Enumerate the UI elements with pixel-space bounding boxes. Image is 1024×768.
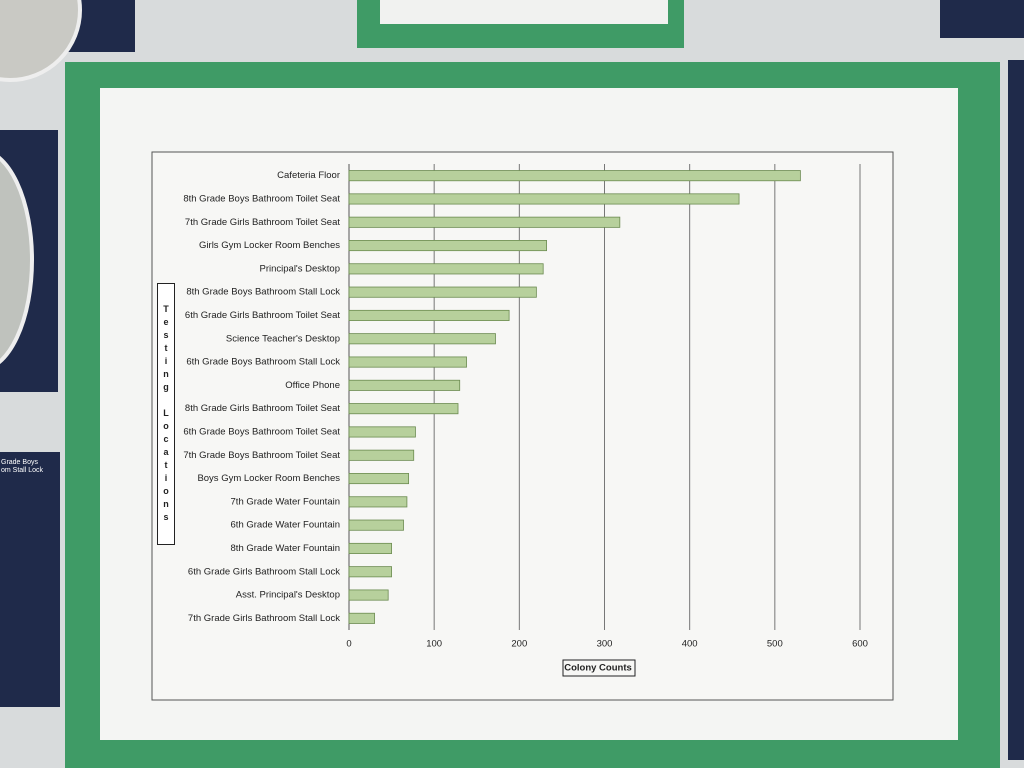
- y-tick-label: 7th Grade Boys Bathroom Toilet Seat: [183, 450, 340, 461]
- x-tick-label: 600: [852, 639, 868, 650]
- y-tick-label: 7th Grade Girls Bathroom Stall Lock: [188, 613, 340, 624]
- card: [1008, 60, 1024, 760]
- x-tick-label: 500: [767, 639, 783, 650]
- bar: [348, 542, 392, 554]
- background-label: Grade Boys: [1, 459, 38, 466]
- petri-dish: [0, 0, 82, 82]
- bar: [348, 589, 389, 601]
- y-tick-label: 6th Grade Girls Bathroom Toilet Seat: [185, 310, 340, 321]
- y-axis-label: Testing Locations: [157, 283, 175, 545]
- y-tick-label: Principal's Desktop: [260, 263, 341, 274]
- bar: [348, 426, 416, 438]
- y-tick-label: Science Teacher's Desktop: [226, 333, 340, 344]
- y-tick-label: 8th Grade Boys Bathroom Toilet Seat: [183, 193, 340, 204]
- x-tick-label: 300: [597, 639, 613, 650]
- bar: [348, 216, 621, 228]
- bar: [348, 566, 392, 578]
- card: [940, 0, 1024, 38]
- y-tick-label: 6th Grade Boys Bathroom Stall Lock: [186, 357, 340, 368]
- y-tick-label: Cafeteria Floor: [277, 170, 340, 181]
- y-tick-label: 8th Grade Water Fountain: [231, 543, 340, 554]
- y-tick-label: 6th Grade Boys Bathroom Toilet Seat: [183, 426, 340, 437]
- bar: [348, 356, 467, 368]
- bar: [348, 193, 740, 205]
- bar: [348, 449, 415, 461]
- y-tick-label: Asst. Principal's Desktop: [236, 590, 340, 601]
- background-label: om Stall Lock: [1, 467, 44, 474]
- paper-top: [380, 0, 668, 24]
- bar: [348, 240, 547, 252]
- y-tick-label: Office Phone: [285, 380, 340, 391]
- y-tick-label: 7th Grade Girls Bathroom Toilet Seat: [185, 217, 340, 228]
- y-tick-label: 6th Grade Water Fountain: [231, 520, 340, 531]
- y-tick-label: Boys Gym Locker Room Benches: [197, 473, 340, 484]
- x-tick-label: 400: [682, 639, 698, 650]
- y-tick-label: Girls Gym Locker Room Benches: [199, 240, 340, 251]
- bar: [348, 263, 544, 275]
- x-axis-label: Colony Counts: [564, 663, 632, 674]
- bar: [348, 612, 375, 624]
- bar: [348, 519, 404, 531]
- y-tick-label: 6th Grade Girls Bathroom Stall Lock: [188, 566, 340, 577]
- x-tick-label: 100: [426, 639, 442, 650]
- bar: [348, 473, 410, 485]
- bar: [348, 333, 496, 345]
- petri-dish: [0, 155, 34, 365]
- y-tick-label: 7th Grade Water Fountain: [231, 496, 340, 507]
- y-tick-label: 8th Grade Girls Bathroom Toilet Seat: [185, 403, 340, 414]
- x-tick-label: 0: [346, 639, 351, 650]
- y-tick-label: 8th Grade Boys Bathroom Stall Lock: [186, 287, 340, 298]
- bar: [348, 379, 461, 391]
- bar: [348, 496, 408, 508]
- bar: [348, 170, 801, 182]
- bar: [348, 403, 459, 415]
- card: [0, 452, 60, 707]
- bar: [348, 286, 537, 298]
- x-axis-label-box: [562, 659, 636, 677]
- bar: [348, 309, 510, 321]
- x-tick-label: 200: [511, 639, 527, 650]
